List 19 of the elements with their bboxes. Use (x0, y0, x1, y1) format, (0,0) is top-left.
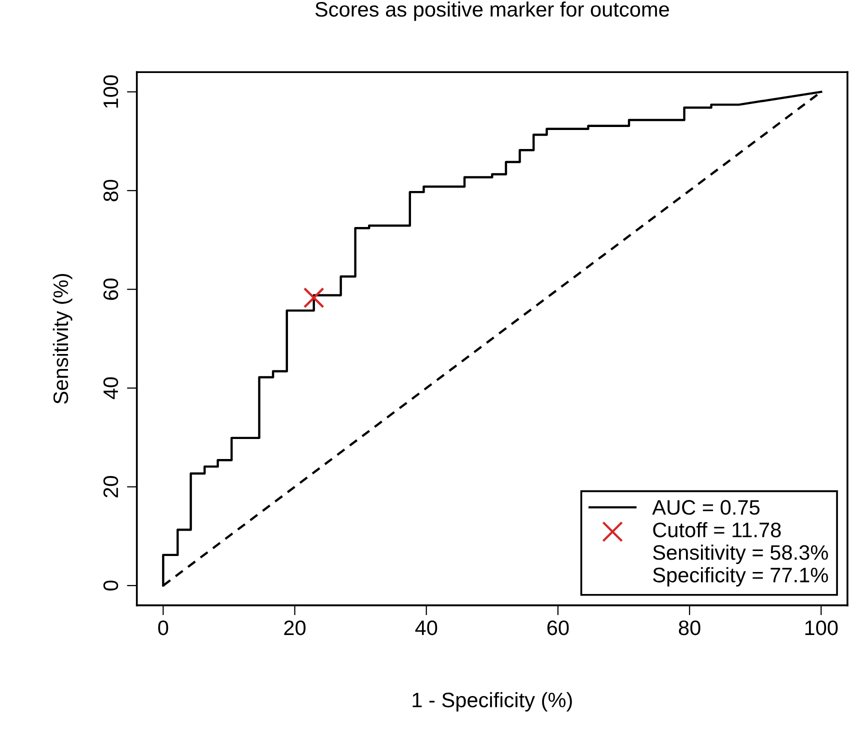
y-tick-label: 40 (103, 377, 118, 400)
x-tick-label: 60 (547, 620, 569, 636)
x-tick-label: 20 (284, 620, 306, 636)
y-tick-label: 20 (103, 476, 118, 498)
y-tick-label: 60 (103, 278, 118, 300)
annotation: Specificity = 77.1% (653, 567, 828, 587)
x-tick-label: 80 (678, 620, 700, 636)
y-axis-title: Sensitivity (%) (52, 274, 72, 404)
x-tick-label: 100 (805, 620, 838, 636)
annotation: Sensitivity = 58.3% (653, 544, 828, 564)
legend-label: Cutoff = 11.78 (653, 522, 781, 538)
x-axis-title: 1 - Specificity (%) (412, 692, 572, 712)
legend-label: AUC = 0.75 (652, 500, 760, 515)
y-tick-label: 0 (103, 580, 118, 591)
x-tick-label: 0 (158, 620, 168, 636)
x-tick-label: 40 (415, 620, 438, 636)
y-tick-label: 100 (103, 75, 118, 108)
y-tick-label: 80 (103, 180, 118, 202)
chart-title: Scores as positive marker for outcome (315, 1, 669, 21)
